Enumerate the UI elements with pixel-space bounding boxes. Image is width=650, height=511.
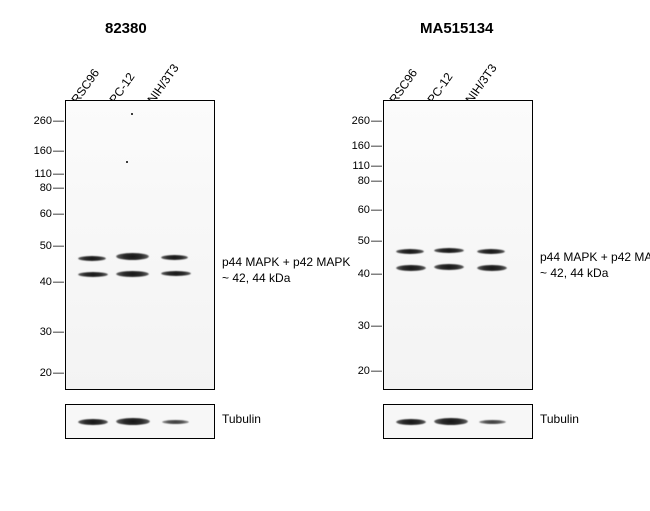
mw-marker: 160 [350,140,380,152]
artifact-speck [126,161,128,163]
panel-title: 82380 [105,20,147,37]
protein-band [116,271,149,277]
protein-band [434,248,464,253]
western-blot-panel-right: MA515134 RSC96PC-12NIH/3T3 2601601108060… [335,10,645,500]
main-blot-right [383,100,533,390]
tubulin-blot-right [383,404,533,439]
mw-marker: 80 [350,175,380,187]
tubulin-band [434,418,468,425]
protein-band [161,255,188,260]
panel-title: MA515134 [420,20,493,37]
artifact-speck [131,113,133,115]
tubulin-band [479,420,506,424]
mw-marker: 110 [350,160,380,172]
tubulin-band [162,420,189,424]
protein-band [477,249,505,254]
mw-marker: 30 [350,320,380,332]
mw-marker: 20 [32,367,62,379]
annot-line2: ~ 42, 44 kDa [222,271,290,285]
mw-marker: 260 [350,115,380,127]
protein-band [78,272,108,277]
mw-marker: 40 [32,276,62,288]
mw-marker: 40 [350,268,380,280]
mw-marker: 50 [32,240,62,252]
western-blot-panel-left: 82380 RSC96PC-12NIH/3T3 2601601108060504… [10,10,320,500]
protein-band [396,265,426,271]
tubulin-label: Tubulin [540,412,579,426]
annot-line2: ~ 42, 44 kDa [540,266,608,280]
mw-marker: 60 [350,204,380,216]
band-annotation: p44 MAPK + p42 MAPK ~ 42, 44 kDa [222,255,350,286]
mw-marker: 60 [32,208,62,220]
main-blot-left [65,100,215,390]
mw-marker: 80 [32,182,62,194]
annot-line1: p44 MAPK + p42 MAPK [540,250,650,264]
tubulin-blot-left [65,404,215,439]
protein-band [116,253,149,260]
band-annotation: p44 MAPK + p42 MAPK ~ 42, 44 kDa [540,250,650,281]
mw-marker: 110 [32,168,62,180]
mw-marker: 160 [32,145,62,157]
tubulin-band [78,419,108,425]
protein-band [396,249,424,254]
protein-band [78,256,106,261]
mw-marker: 50 [350,235,380,247]
annot-line1: p44 MAPK + p42 MAPK [222,255,350,269]
protein-band [434,264,464,270]
mw-marker: 260 [32,115,62,127]
tubulin-band [396,419,426,425]
mw-marker: 30 [32,326,62,338]
tubulin-label: Tubulin [222,412,261,426]
mw-marker: 20 [350,365,380,377]
tubulin-band [116,418,150,425]
protein-band [477,265,507,271]
protein-band [161,271,191,276]
